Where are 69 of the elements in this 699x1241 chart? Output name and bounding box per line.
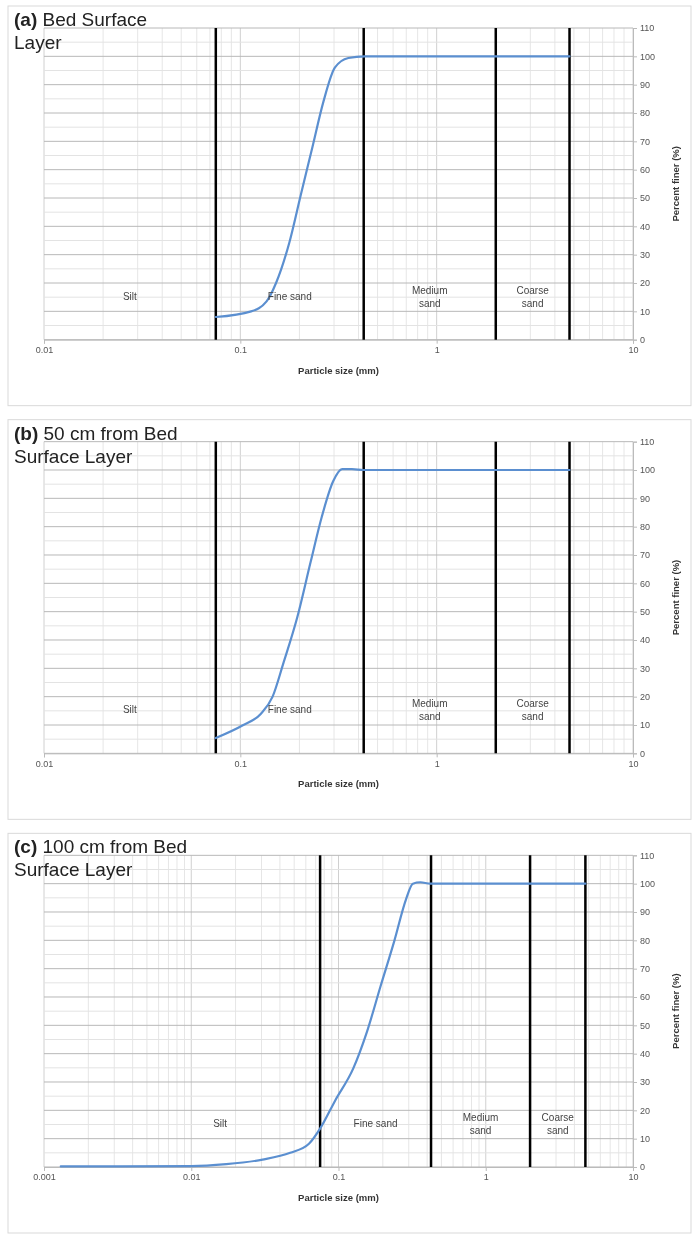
y-tick-label: 110 xyxy=(640,850,655,861)
y-tick-label: 50 xyxy=(640,193,651,204)
y-tick-label: 0 xyxy=(640,335,646,346)
x-tick-label: 1 xyxy=(434,345,440,356)
annotation: Coarse sand xyxy=(516,284,550,309)
x-tick-label: 0.1 xyxy=(234,758,248,769)
x-tick-label: 0.01 xyxy=(182,1172,201,1183)
y-tick-label: 80 xyxy=(640,522,651,533)
annotation: Medium sand xyxy=(411,284,448,309)
y-tick-label: 100 xyxy=(640,51,656,62)
y-tick-label: 70 xyxy=(640,550,651,561)
y-tick-label: 90 xyxy=(640,907,651,918)
annotation: Silt xyxy=(122,704,138,716)
y-tick-label: 30 xyxy=(640,663,651,674)
y-tick-label: 90 xyxy=(640,80,651,91)
x-tick-label: 10 xyxy=(628,1172,639,1183)
y-tick-label: 60 xyxy=(640,165,651,176)
annotation: Fine sand xyxy=(267,704,312,716)
y-tick-label: 50 xyxy=(640,607,651,618)
y-axis-title: Percent finer (%) xyxy=(670,559,681,636)
chart-title: (a) Bed Surface Layer xyxy=(14,9,148,53)
y-tick-label: 0 xyxy=(640,748,646,759)
annotation: Coarse sand xyxy=(541,1112,575,1136)
y-tick-label: 110 xyxy=(640,437,655,448)
chart-title: (b) 50 cm from Bed Surface Layer xyxy=(14,422,178,467)
annotation: Silt xyxy=(213,1118,228,1129)
y-tick-label: 20 xyxy=(640,278,651,289)
y-tick-label: 100 xyxy=(640,465,656,476)
y-tick-label: 0 xyxy=(640,1162,646,1173)
y-tick-label: 50 xyxy=(640,1020,651,1031)
y-tick-label: 80 xyxy=(640,935,651,946)
y-axis-title: Percent finer (%) xyxy=(670,146,681,222)
annotation: Coarse sand xyxy=(516,698,550,723)
x-tick-label: 1 xyxy=(434,758,440,769)
y-tick-label: 90 xyxy=(640,493,651,504)
y-tick-label: 70 xyxy=(640,136,651,147)
chart-title: (c) 100 cm from Bed Surface Layer xyxy=(14,836,188,881)
y-tick-label: 40 xyxy=(640,635,651,646)
y-axis-title: Percent finer (%) xyxy=(670,973,681,1049)
y-tick-label: 20 xyxy=(640,692,651,703)
x-tick-label: 0.1 xyxy=(332,1172,346,1183)
x-tick-label: 1 xyxy=(483,1172,489,1183)
y-tick-label: 10 xyxy=(640,720,651,731)
y-tick-label: 60 xyxy=(640,992,651,1003)
y-tick-label: 100 xyxy=(640,879,656,890)
annotation: Fine sand xyxy=(353,1118,398,1129)
y-tick-label: 70 xyxy=(640,964,651,975)
x-tick-label: 0.001 xyxy=(33,1172,56,1183)
y-tick-label: 10 xyxy=(640,1134,651,1145)
x-tick-label: 10 xyxy=(628,345,639,356)
annotation: Medium sand xyxy=(411,698,448,723)
x-tick-label: 0.01 xyxy=(35,345,54,356)
x-tick-label: 0.1 xyxy=(234,345,248,356)
x-axis-title: Particle size (mm) xyxy=(298,1192,379,1203)
y-tick-label: 40 xyxy=(640,1049,651,1060)
y-tick-label: 60 xyxy=(640,578,651,589)
annotation: Medium sand xyxy=(462,1112,499,1136)
x-tick-label: 10 xyxy=(628,758,639,769)
y-tick-label: 80 xyxy=(640,108,651,119)
y-tick-label: 40 xyxy=(640,221,651,232)
y-tick-label: 10 xyxy=(640,306,651,317)
annotation: Silt xyxy=(122,290,138,302)
y-tick-label: 30 xyxy=(640,250,651,261)
y-tick-label: 20 xyxy=(640,1105,651,1116)
y-tick-label: 30 xyxy=(640,1077,651,1088)
x-axis-title: Particle size (mm) xyxy=(298,364,379,376)
x-tick-label: 0.01 xyxy=(35,758,54,769)
y-tick-label: 110 xyxy=(640,23,655,34)
x-axis-title: Particle size (mm) xyxy=(298,778,379,790)
